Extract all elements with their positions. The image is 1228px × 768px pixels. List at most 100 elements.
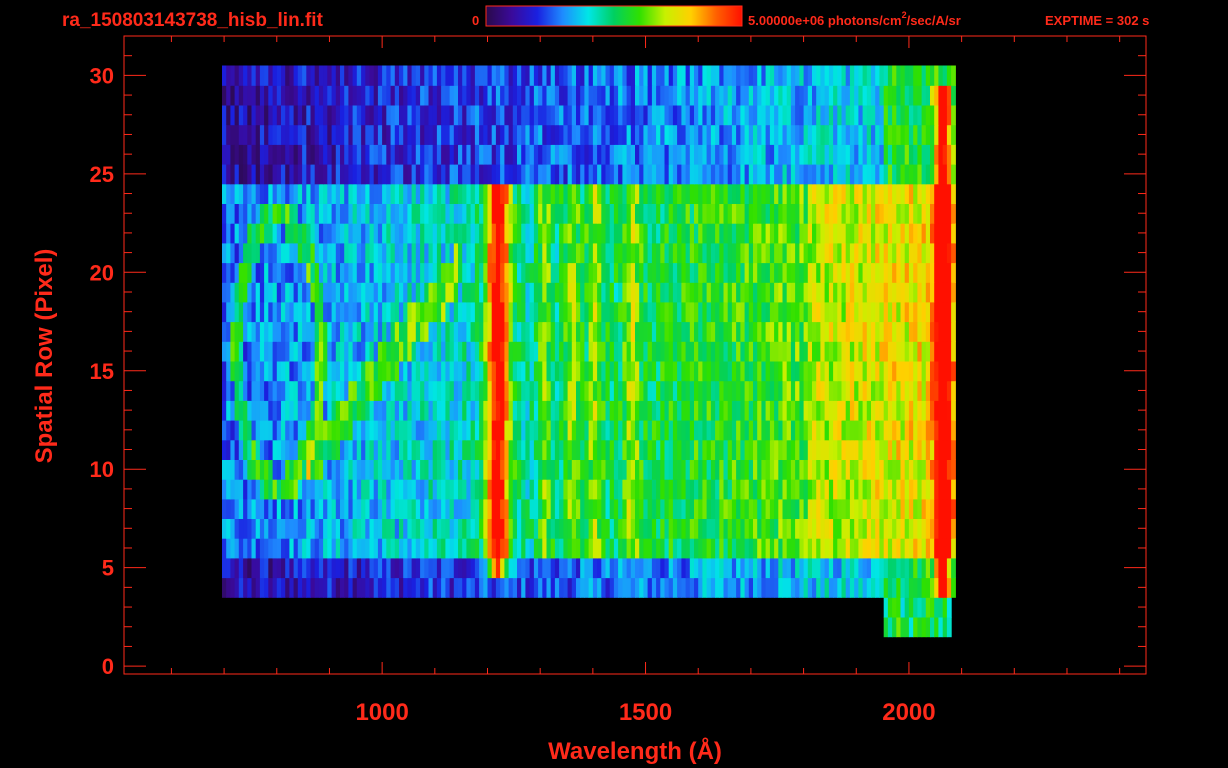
spectral-cell (525, 223, 531, 244)
spectral-cell (559, 459, 564, 480)
spectral-cell (639, 203, 644, 224)
spectral-cell (554, 321, 560, 342)
spectral-cell (946, 282, 952, 303)
spectral-cell (858, 144, 864, 165)
spectral-cell (740, 439, 746, 460)
spectral-cell (318, 262, 324, 283)
spectral-cell (458, 360, 463, 382)
spectral-cell (550, 498, 556, 519)
spectral-cell (925, 321, 931, 342)
spectral-cell (222, 400, 227, 421)
spectral-cell (723, 301, 729, 323)
spectral-cell (386, 321, 392, 342)
spectral-cell (871, 498, 876, 519)
spectral-cell (643, 242, 649, 264)
spectral-cell (318, 479, 324, 500)
spectral-cell (285, 498, 290, 519)
spectral-cell (723, 557, 729, 579)
spectral-cell (272, 518, 278, 539)
spectral-cell (782, 380, 788, 401)
spectral-cell (849, 321, 855, 342)
spectral-cell (849, 360, 855, 382)
spectral-cell (369, 380, 375, 401)
spectral-cell (748, 557, 754, 579)
spectral-cell (365, 223, 371, 244)
spectral-cell (803, 360, 809, 382)
spectral-cell (778, 420, 784, 441)
spectral-cell (736, 538, 741, 559)
spectral-cell (681, 223, 687, 244)
spectral-cell (243, 104, 248, 126)
spectral-cell (554, 223, 560, 244)
spectral-cell (458, 301, 463, 323)
spectral-cell (521, 459, 526, 480)
spectral-cell (702, 124, 708, 145)
spectral-cell (369, 183, 375, 204)
spectral-cell (833, 479, 838, 500)
spectral-cell (609, 164, 615, 185)
spectral-cell (297, 400, 303, 421)
spectral-cell (238, 459, 244, 480)
spectral-cell (812, 242, 817, 264)
spectral-cell (559, 144, 564, 165)
spectral-cell (428, 439, 434, 460)
spectral-cell (276, 65, 282, 86)
spectral-cell (942, 282, 948, 303)
spectral-cell (816, 557, 821, 579)
spectral-cell (892, 459, 897, 480)
spectral-cell (487, 223, 493, 244)
spectral-cell (508, 301, 514, 323)
spectral-cell (546, 577, 552, 598)
spectral-cell (415, 400, 421, 421)
spectral-cell (276, 538, 282, 559)
spectral-cell (630, 380, 636, 401)
spectral-cell (710, 439, 716, 460)
spectral-cell (812, 400, 817, 421)
spectral-cell (340, 223, 345, 244)
spectral-cell (925, 104, 931, 126)
spectral-cell (921, 242, 927, 264)
spectral-cell (597, 518, 602, 539)
spectral-cell (790, 242, 796, 264)
spectral-cell (769, 577, 775, 598)
spectral-cell (487, 360, 493, 382)
spectral-cell (458, 203, 463, 224)
spectral-cell (727, 439, 733, 460)
spectral-cell (550, 557, 556, 579)
spectral-cell (340, 262, 345, 283)
spectral-cell (331, 498, 337, 519)
spectral-cell (740, 65, 746, 86)
spectral-cell (517, 498, 522, 519)
spectral-cell (875, 400, 880, 421)
spectral-cell (584, 420, 590, 441)
spectral-cell (913, 262, 918, 283)
spectral-cell (778, 341, 784, 362)
spectral-cell (778, 65, 784, 86)
spectral-cell (521, 124, 526, 145)
spectral-cell (635, 341, 640, 362)
spectral-cell (837, 538, 843, 559)
spectral-cell (259, 183, 265, 204)
spectral-cell (466, 124, 472, 145)
spectral-cell (517, 420, 522, 441)
spectral-cell (361, 262, 366, 283)
spectral-cell (331, 242, 337, 264)
spectral-cell (938, 380, 944, 401)
spectral-cell (946, 262, 952, 283)
spectral-cell (234, 380, 240, 401)
spectral-cell (394, 400, 400, 421)
spectral-cell (917, 144, 923, 165)
spectral-cell (908, 498, 914, 519)
spectral-cell (521, 203, 526, 224)
spectral-cell (938, 616, 944, 638)
spectral-cell (462, 164, 467, 185)
spectral-cell (689, 262, 695, 283)
spectral-cell (293, 124, 299, 145)
spectral-cell (731, 164, 737, 185)
spectral-cell (428, 518, 434, 539)
spectral-cell (550, 479, 556, 500)
spectral-cell (462, 282, 467, 303)
spectral-cell (546, 104, 552, 126)
spectral-cell (896, 557, 902, 579)
spectral-cell (723, 223, 729, 244)
